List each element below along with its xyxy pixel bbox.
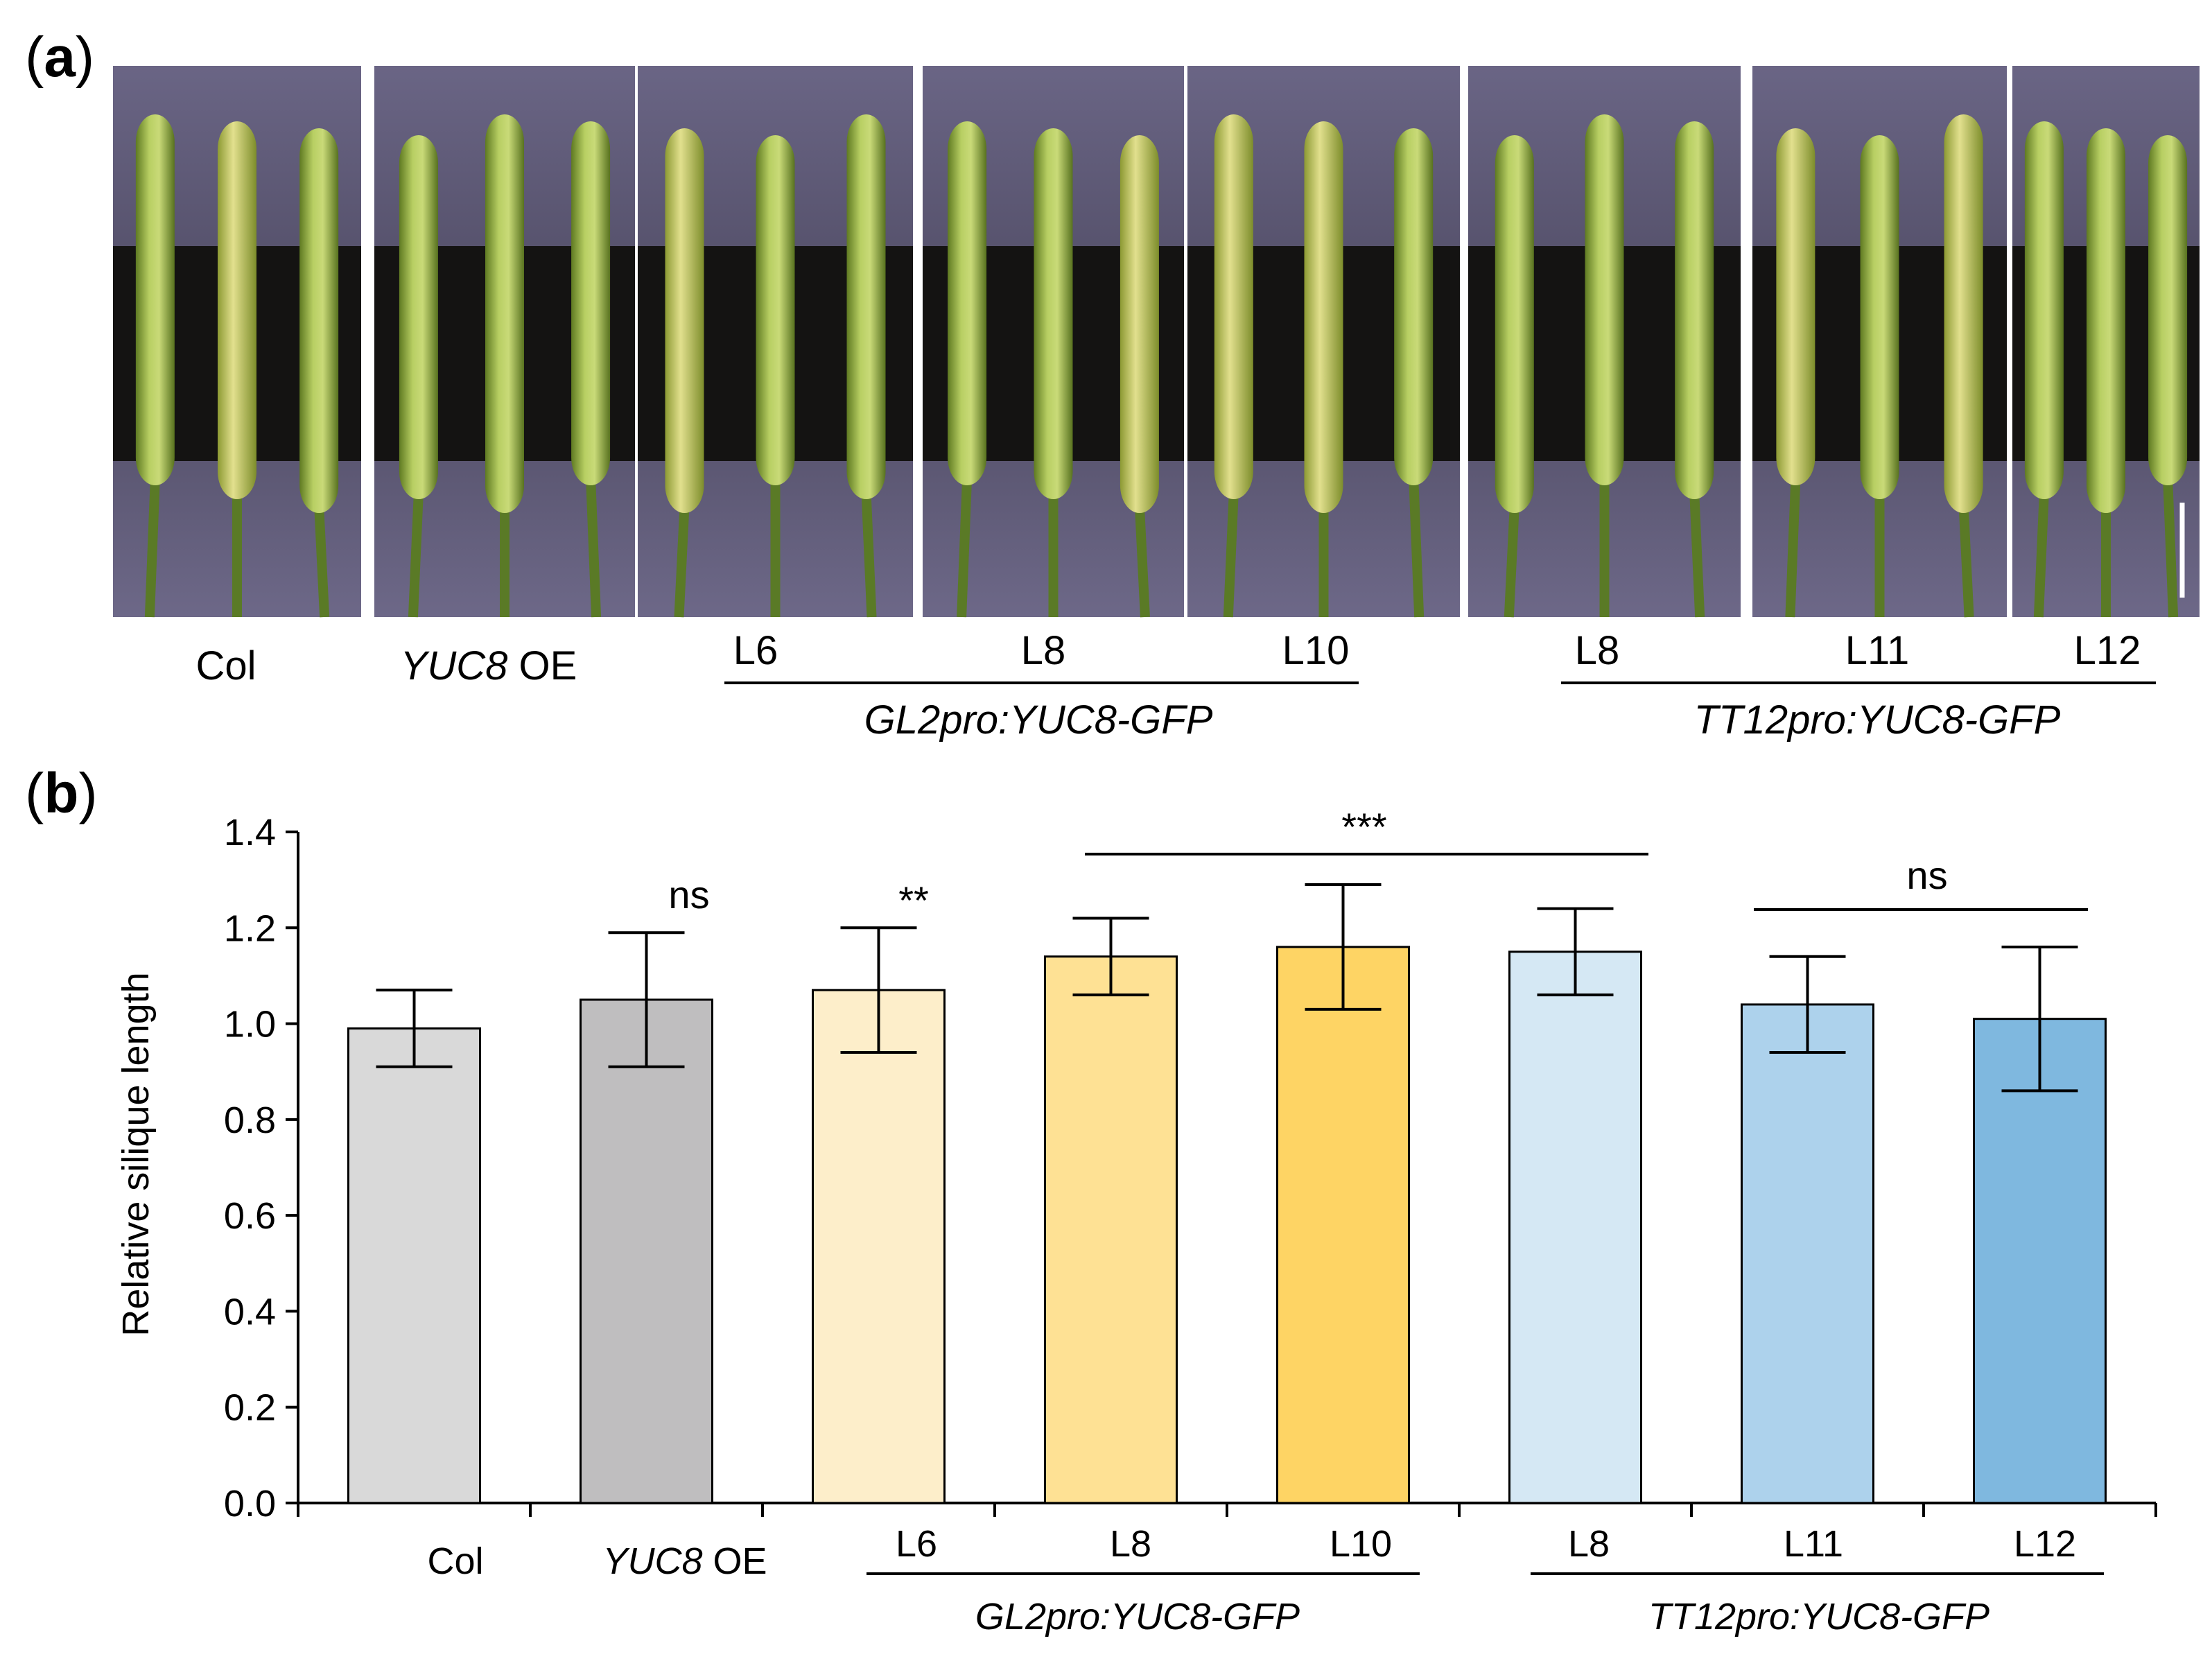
tick-label-yuc8-oe: YUC8 OE [602,1540,767,1582]
silique [2087,128,2125,513]
y-tick-label: 0.2 [224,1387,276,1429]
annotation-l6: ** [898,878,929,922]
tick-label-tt12-l12: L12 [2014,1523,2076,1565]
bar-chart: 0.0 0.2 0.4 0.6 0.8 1.0 1.2 1.4 [224,812,2157,1524]
silique-stalk [2033,492,2049,618]
photo-label-yuc8-oe: YUC8 OE [401,643,577,688]
silique [1776,128,1815,485]
silique-stalk [1689,492,1705,618]
silique-stalk [1223,492,1239,618]
silique [2024,121,2064,499]
annotation-yuc8-oe: ns [668,873,709,916]
photo-label-gl2-l6: L6 [733,628,778,673]
silique [399,135,438,499]
silique [1394,128,1434,485]
tick-label-gl2-l8: L8 [1110,1523,1151,1565]
silique [756,135,795,485]
silique [1120,135,1159,513]
silique [1214,114,1253,499]
photo-label-gl2-l8: L8 [1021,628,1066,673]
panel-b-letter: b [44,762,78,825]
silique-stalk [1409,478,1425,618]
y-tick-label: 1.2 [224,907,276,949]
y-tick-label: 1.4 [224,812,276,853]
y-tick-label: 1.0 [224,1004,276,1045]
silique-stalk [586,478,602,618]
silique-stalk [408,492,424,618]
silique [948,121,987,485]
photo-label-col: Col [195,643,256,688]
bar [1044,955,1178,1504]
silique [1495,135,1534,513]
silique [1944,114,1983,513]
y-tick-label: 0.6 [224,1195,276,1237]
silique-stalk [1785,478,1801,618]
silique-stalk [1504,505,1519,618]
photo-label-tt12-l11: L11 [1845,628,1909,673]
silique-stalk [861,492,877,618]
photo-label-gl2-l10: L10 [1282,628,1350,673]
silique [665,128,704,513]
silique-stalk [674,505,690,618]
silique [846,114,886,499]
bar [812,989,946,1504]
y-axis-label: Relative silique length [115,972,157,1336]
panel-a-label: (a) [25,26,94,89]
silique [1585,114,1624,485]
silique [1860,135,1899,499]
silique [299,128,339,513]
tick-label-col: Col [427,1540,483,1582]
tick-label-tt12-l8: L8 [1568,1523,1610,1565]
panel-b-label: (b) [25,762,98,825]
silique-stalk [1134,505,1150,618]
chart-construct-gl2: GL2pro:YUC8-GFP [975,1596,1300,1637]
tick-label-gl2-l10: L10 [1330,1523,1392,1565]
bar [1741,1003,1874,1504]
silique-stalk [1958,505,1974,618]
annotation-l11-l12: ns [1906,853,1947,897]
silique [571,121,611,485]
photo-label-tt12-l8: L8 [1575,628,1620,673]
silique [2148,135,2188,485]
silique [1034,128,1073,499]
silique [485,114,524,513]
silique [218,121,256,499]
bar [1973,1018,2107,1504]
panel-a-letter: a [44,26,76,89]
bar [1508,950,1642,1504]
silique [1675,121,1714,499]
y-tick-label: 0.8 [224,1100,276,1141]
photo-construct-gl2: GL2pro:YUC8-GFP [864,697,1213,742]
y-tick-label: 0.4 [224,1291,276,1332]
silique-stalk [2163,478,2179,618]
y-tick-label: 0.0 [224,1483,276,1524]
silique-photos [113,66,2200,618]
tick-label-gl2-l6: L6 [896,1523,937,1565]
annotation-l8-l8: *** [1341,805,1386,849]
silique-stalk [957,478,973,618]
bar [1276,946,1410,1504]
silique [1304,121,1343,513]
silique-stalk [144,478,160,618]
silique-stalk [314,505,330,618]
tick-label-tt12-l11: L11 [1784,1523,1843,1565]
photo-label-tt12-l12: L12 [2074,628,2141,673]
photo-construct-tt12: TT12pro:YUC8-GFP [1694,697,2061,742]
bar [580,998,713,1504]
silique [135,114,175,485]
bar [347,1027,481,1504]
chart-construct-tt12: TT12pro:YUC8-GFP [1648,1596,1989,1637]
